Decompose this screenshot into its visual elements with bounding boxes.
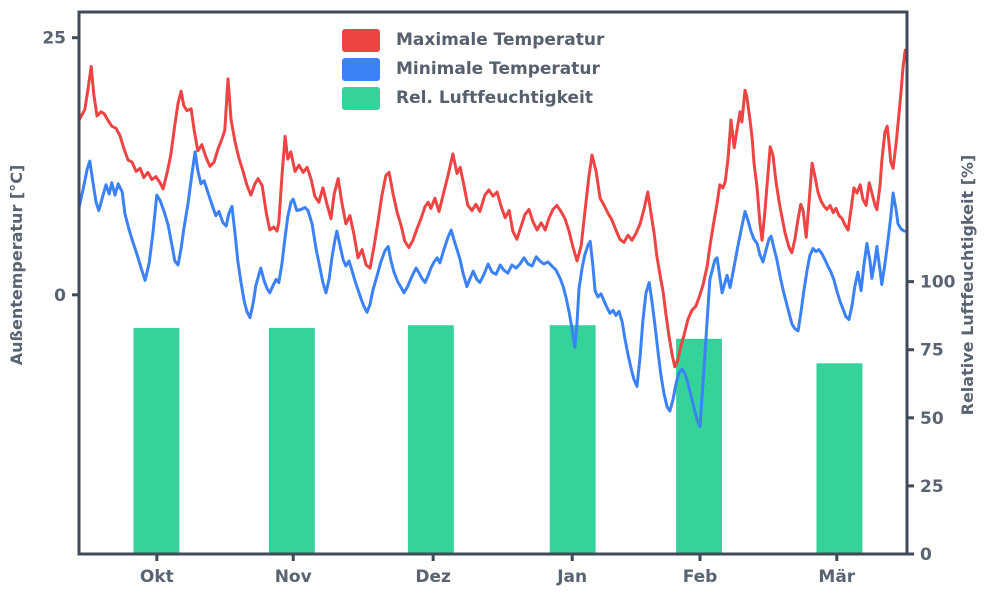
humidity-bar — [816, 363, 863, 554]
min-temp-line — [77, 150, 906, 428]
x-tick-label: Mär — [818, 567, 855, 587]
x-tick-label: Feb — [683, 567, 718, 587]
y-axis-label-left: Außentemperatur [°C] — [7, 165, 26, 366]
x-tick-label: Nov — [275, 567, 312, 587]
x-tick-label: Okt — [140, 567, 174, 587]
y-tick-label-right: 25 — [920, 477, 944, 497]
x-tick-label: Dez — [415, 567, 451, 587]
y-tick-label-right: 75 — [920, 341, 944, 361]
legend-item-humidity: Rel. Luftfeuchtigkeit — [342, 87, 604, 110]
humidity-swatch-icon — [342, 87, 380, 110]
humidity-bar — [268, 327, 315, 554]
y-tick-label-right: 50 — [920, 409, 944, 429]
y-tick-label-right: 0 — [920, 545, 932, 565]
legend-item-max-temp: Maximale Temperatur — [342, 29, 604, 52]
legend-label: Rel. Luftfeuchtigkeit — [396, 88, 593, 108]
max-temp-swatch-icon — [342, 29, 380, 52]
y-axis-label-right: Relative Luftfeuchtigkeit [%] — [958, 155, 977, 416]
legend-item-min-temp: Minimale Temperatur — [342, 58, 604, 81]
y-tick-label-left: 25 — [42, 29, 66, 49]
legend-label: Minimale Temperatur — [396, 59, 600, 79]
humidity-bar — [407, 325, 454, 554]
x-tick-label: Jan — [556, 567, 587, 587]
y-tick-label-left: 0 — [54, 286, 66, 306]
legend: Maximale Temperatur Minimale Temperatur … — [342, 29, 604, 110]
legend-label: Maximale Temperatur — [396, 30, 605, 50]
humidity-bar — [549, 325, 596, 554]
humidity-bar — [133, 327, 180, 554]
max-temp-line — [77, 48, 907, 369]
min-temp-swatch-icon — [342, 58, 380, 81]
y-tick-label-right: 100 — [920, 273, 956, 293]
